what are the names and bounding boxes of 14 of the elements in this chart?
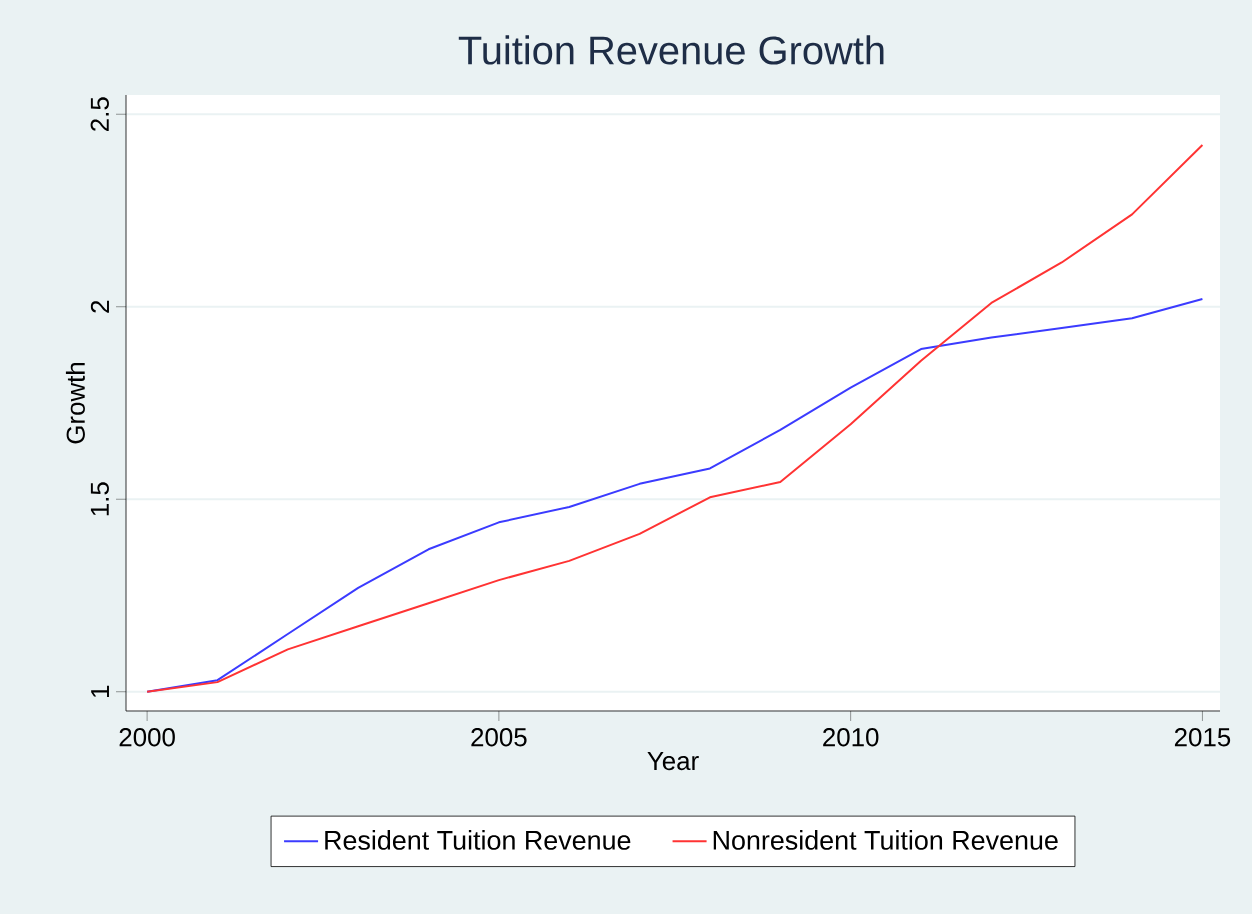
x-tick-label: 2000 [119,728,175,747]
y-tick-label: 1.5 [90,482,109,516]
y-tick-label: 2 [90,300,109,313]
legend-label: Resident Tuition Revenue [325,830,631,850]
x-axis-title: Year [647,752,699,771]
y-axis-title: Growth [65,362,85,444]
line-series [146,144,1204,693]
x-tick-label: 2015 [1174,728,1231,747]
chart-title: Tuition Revenue Growth [458,35,884,65]
x-tick-label: 2005 [471,728,527,747]
y-tick-label: 1 [91,685,109,697]
legend-label: Nonresident Tuition Revenue [713,830,1058,850]
y-tick-label: 2.5 [90,97,109,131]
x-tick-label: 2010 [823,728,879,747]
